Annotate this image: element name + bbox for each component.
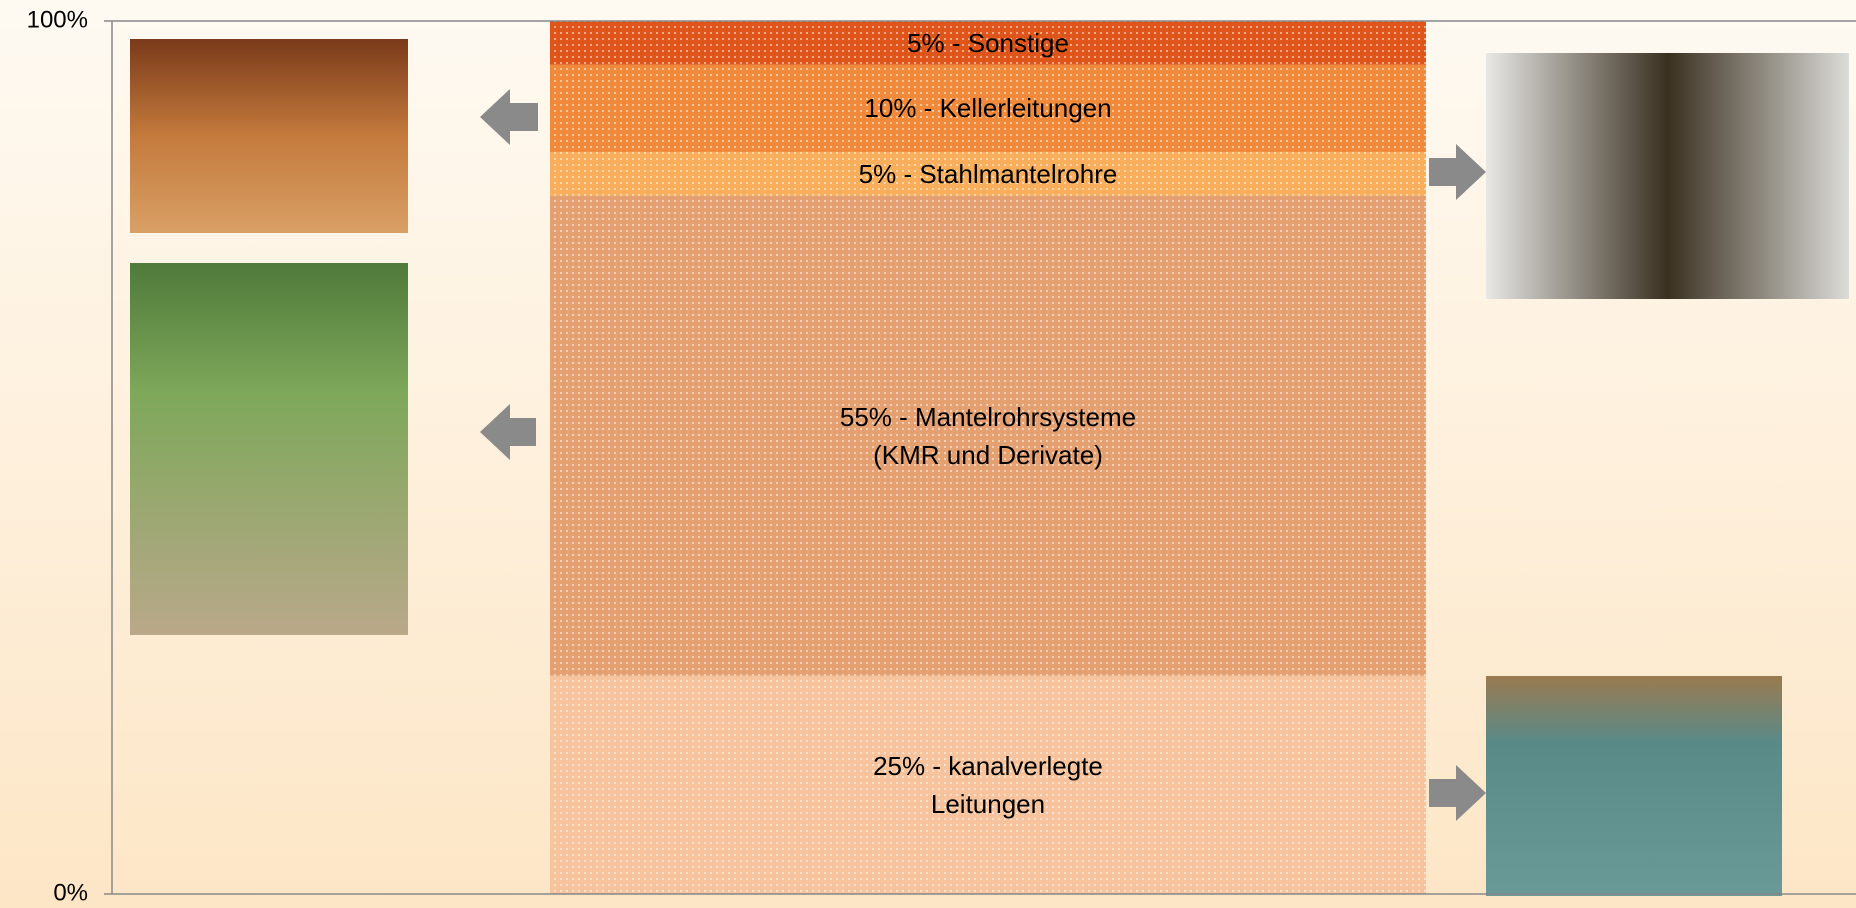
- arrow: [480, 89, 538, 145]
- bar-texture: [550, 21, 1426, 65]
- data-label: 10% - Kellerleitungen: [864, 93, 1112, 124]
- arrow: [1429, 144, 1486, 200]
- y-tick-label: 0%: [53, 879, 88, 906]
- data-label: 25% - kanalverlegte Leitungen: [873, 750, 1103, 819]
- bar-texture: [550, 151, 1426, 196]
- data-label: 55% - Mantelrohrsysteme (KMR und Derivat…: [839, 401, 1137, 470]
- bar-texture: [550, 195, 1426, 676]
- data-label: 5% - Sonstige: [907, 27, 1069, 58]
- arrow: [480, 404, 536, 460]
- bar-stack: [550, 21, 1426, 894]
- photo: [130, 263, 408, 635]
- y-tick-label: 100%: [27, 6, 88, 33]
- bar-texture: [550, 64, 1426, 152]
- photo: [130, 39, 408, 233]
- arrow: [1429, 765, 1486, 821]
- data-label: 5% - Stahlmantelrohre: [858, 158, 1118, 189]
- photo: [1486, 53, 1849, 299]
- photo: [1486, 676, 1782, 896]
- bar-texture: [550, 675, 1426, 894]
